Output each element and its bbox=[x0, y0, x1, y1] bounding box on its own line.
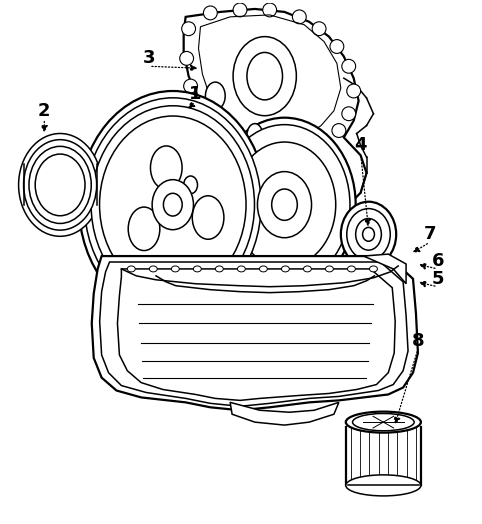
Ellipse shape bbox=[214, 130, 227, 145]
Polygon shape bbox=[230, 402, 339, 425]
Ellipse shape bbox=[149, 266, 157, 272]
Ellipse shape bbox=[203, 6, 217, 20]
Ellipse shape bbox=[257, 172, 311, 238]
Text: 6: 6 bbox=[431, 252, 444, 270]
Ellipse shape bbox=[215, 266, 223, 272]
Ellipse shape bbox=[281, 266, 289, 272]
Ellipse shape bbox=[347, 209, 390, 260]
Polygon shape bbox=[92, 256, 418, 410]
Ellipse shape bbox=[182, 22, 196, 36]
Ellipse shape bbox=[219, 125, 350, 285]
Ellipse shape bbox=[346, 412, 421, 433]
Ellipse shape bbox=[272, 189, 297, 220]
Ellipse shape bbox=[35, 154, 85, 216]
Ellipse shape bbox=[346, 475, 421, 496]
Ellipse shape bbox=[247, 124, 263, 147]
Ellipse shape bbox=[205, 82, 225, 110]
Ellipse shape bbox=[352, 413, 414, 431]
Ellipse shape bbox=[304, 266, 311, 272]
Text: 5: 5 bbox=[431, 270, 444, 288]
Ellipse shape bbox=[356, 219, 381, 250]
Ellipse shape bbox=[180, 51, 194, 66]
Ellipse shape bbox=[192, 196, 224, 239]
Ellipse shape bbox=[231, 146, 245, 164]
Ellipse shape bbox=[100, 116, 246, 293]
Ellipse shape bbox=[152, 180, 193, 230]
Ellipse shape bbox=[150, 146, 182, 189]
Ellipse shape bbox=[330, 40, 344, 53]
Ellipse shape bbox=[128, 207, 160, 250]
Ellipse shape bbox=[193, 266, 201, 272]
Ellipse shape bbox=[247, 52, 282, 100]
Ellipse shape bbox=[325, 266, 334, 272]
Ellipse shape bbox=[29, 146, 91, 223]
Ellipse shape bbox=[370, 266, 377, 272]
Ellipse shape bbox=[312, 22, 326, 36]
Text: 3: 3 bbox=[143, 49, 155, 68]
Ellipse shape bbox=[19, 134, 102, 236]
Text: 1: 1 bbox=[189, 85, 202, 103]
Text: 8: 8 bbox=[412, 332, 424, 350]
Ellipse shape bbox=[79, 91, 267, 319]
Ellipse shape bbox=[84, 98, 261, 312]
Ellipse shape bbox=[332, 124, 346, 137]
Ellipse shape bbox=[342, 59, 356, 73]
Ellipse shape bbox=[259, 266, 268, 272]
Polygon shape bbox=[184, 9, 366, 228]
Text: 4: 4 bbox=[354, 136, 367, 155]
Ellipse shape bbox=[238, 266, 245, 272]
Ellipse shape bbox=[233, 3, 247, 17]
Ellipse shape bbox=[194, 107, 207, 121]
Ellipse shape bbox=[214, 118, 356, 292]
Ellipse shape bbox=[184, 176, 198, 194]
Ellipse shape bbox=[165, 210, 181, 230]
Ellipse shape bbox=[184, 79, 198, 93]
Ellipse shape bbox=[263, 3, 277, 17]
Ellipse shape bbox=[348, 266, 355, 272]
Ellipse shape bbox=[233, 142, 336, 267]
Ellipse shape bbox=[342, 107, 356, 121]
Ellipse shape bbox=[347, 84, 361, 98]
Ellipse shape bbox=[341, 202, 396, 267]
Ellipse shape bbox=[362, 227, 375, 241]
Ellipse shape bbox=[293, 10, 306, 24]
Ellipse shape bbox=[127, 266, 135, 272]
Ellipse shape bbox=[163, 193, 182, 216]
Text: 7: 7 bbox=[424, 225, 436, 243]
Ellipse shape bbox=[91, 106, 254, 303]
Ellipse shape bbox=[233, 37, 296, 116]
Polygon shape bbox=[363, 254, 406, 284]
Text: 2: 2 bbox=[38, 102, 51, 120]
Ellipse shape bbox=[172, 266, 179, 272]
Ellipse shape bbox=[24, 140, 97, 230]
